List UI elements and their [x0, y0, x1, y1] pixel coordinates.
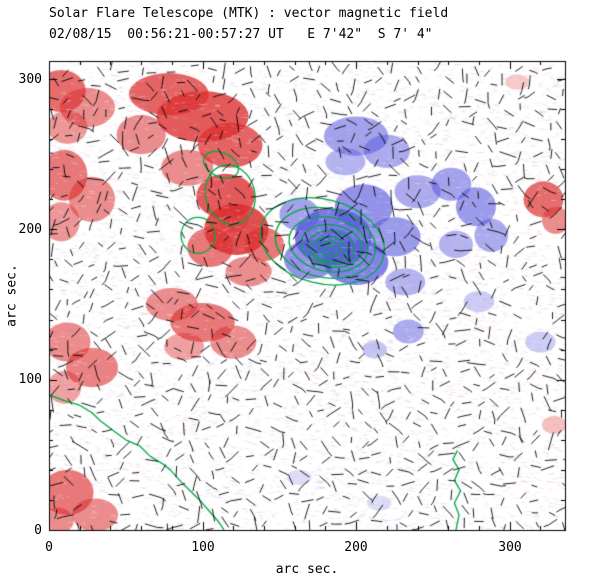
x-tick-label-0: 0: [45, 540, 53, 555]
figure-subtitle: 02/08/15 00:56:21-00:57:27 UT E 7'42" S …: [49, 27, 433, 42]
y-tick-label-300: 300: [18, 72, 42, 87]
x-tick-label-200: 200: [344, 540, 368, 555]
y-tick-label-200: 200: [18, 222, 42, 237]
x-tick-label-300: 300: [498, 540, 522, 555]
x-tick-label-100: 100: [191, 540, 215, 555]
x-axis-label: arc sec.: [275, 562, 339, 577]
y-tick-label-100: 100: [18, 372, 42, 387]
y-tick-label-0: 0: [34, 523, 42, 538]
y-axis-label: arc sec.: [4, 264, 20, 327]
figure-title: Solar Flare Telescope (MTK) : vector mag…: [49, 6, 449, 21]
